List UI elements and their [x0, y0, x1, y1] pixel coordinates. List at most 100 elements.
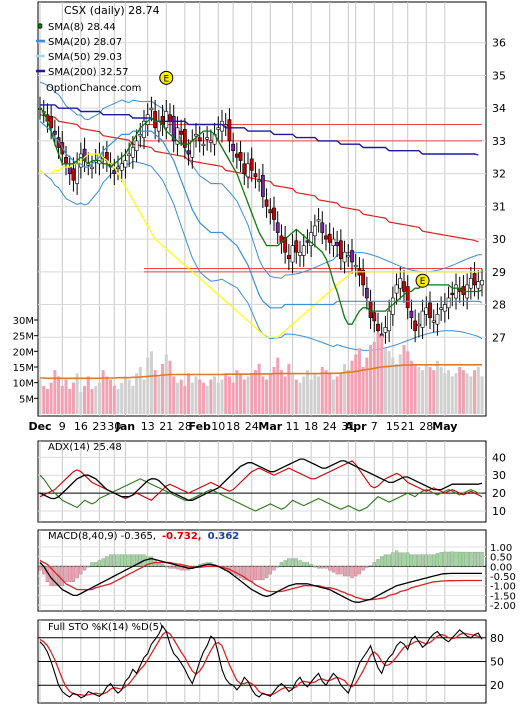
macd-histogram-bar [134, 554, 139, 567]
candle-body [480, 280, 484, 286]
candle-body [75, 163, 80, 184]
volume-bar [224, 373, 228, 414]
candle-body [71, 168, 76, 181]
candle-body [468, 278, 473, 289]
candle-body [283, 237, 288, 253]
macd-histogram-bar [480, 551, 484, 567]
volume-ytick-label: 5M [19, 394, 34, 405]
volume-bar [45, 388, 49, 414]
volume-bar [68, 388, 72, 414]
x-axis-label: 21 [401, 420, 415, 433]
candle-body [194, 134, 198, 137]
volume-bar [480, 376, 484, 414]
macd-histogram-bar [316, 566, 321, 569]
volume-bar [302, 376, 306, 414]
candle-body [361, 269, 366, 286]
candle-body [294, 240, 299, 253]
candle-body [272, 207, 276, 220]
candle-body [246, 163, 250, 178]
volume-bar [79, 392, 83, 414]
volume-bar [398, 354, 402, 414]
macd-histogram-bar [428, 554, 432, 567]
macd-histogram-bar [175, 566, 180, 570]
volume-bar [320, 367, 324, 414]
candle-body [398, 278, 403, 289]
volume-bar [231, 382, 235, 414]
volume-bar [242, 379, 246, 414]
volume-bar [239, 373, 243, 414]
macd-histogram-bar [94, 562, 98, 567]
macd-histogram-bar [276, 566, 280, 568]
volume-bar [324, 370, 328, 414]
volume-bar [105, 376, 109, 414]
macd-histogram-bar [424, 554, 428, 567]
volume-bar [469, 376, 473, 414]
candle-body [64, 156, 68, 165]
price-ytick-label: 34 [492, 102, 506, 115]
volume-bar [120, 382, 124, 414]
volume-bar [357, 348, 361, 414]
volume-bar [268, 373, 272, 414]
macd-histogram-bar [465, 551, 469, 567]
macd-histogram-bar [391, 552, 395, 567]
candle-body [260, 174, 265, 197]
candle-body [142, 120, 146, 138]
candle-body [227, 119, 232, 142]
candle-body [90, 166, 94, 169]
macd-histogram-bar [235, 566, 239, 577]
earnings-marker-label: E [163, 74, 169, 84]
legend-candle-icon [37, 23, 43, 29]
adx-ytick-label: 10 [492, 505, 506, 518]
volume-bar [465, 373, 469, 414]
macd-histogram-bar [376, 559, 380, 567]
macd-histogram-bar [272, 566, 276, 571]
x-axis-label: 28 [419, 420, 433, 433]
price-ytick-label: 28 [492, 299, 506, 312]
candle-body [171, 116, 176, 142]
macd-histogram-bar [268, 566, 272, 575]
volume-bar [109, 379, 113, 414]
macd-histogram-bar [406, 552, 410, 567]
volume-bar [417, 367, 421, 414]
volume-bar [476, 367, 480, 414]
volume-bar [131, 385, 135, 414]
legend-entry-label: SMA(20) 28.07 [48, 37, 122, 48]
x-axis-label: 31 [341, 420, 355, 433]
macd-histogram-bar [82, 566, 87, 571]
volume-bar [287, 363, 291, 414]
candle-body [405, 286, 410, 309]
macd-histogram-bar [38, 566, 42, 571]
macd-histogram-bar [328, 566, 332, 571]
volume-bar [42, 385, 46, 414]
x-axis-label: 21 [159, 420, 173, 433]
volume-bar [406, 351, 410, 414]
price-ytick-label: 33 [492, 135, 506, 148]
sma8-line [39, 107, 483, 325]
candle-body [123, 160, 128, 168]
candle-body [428, 302, 432, 318]
macd-histogram-bar [75, 566, 79, 579]
volume-bar [253, 370, 257, 414]
volume-bar [250, 373, 254, 414]
volume-bar [265, 379, 269, 414]
macd-histogram-bar [454, 551, 458, 567]
volume-bar [291, 373, 295, 414]
macd-histogram-bar [168, 566, 172, 569]
macd-histogram-bar [320, 566, 324, 569]
volume-bar [220, 379, 224, 414]
macd-histogram-bar [116, 554, 120, 567]
macd-histogram-bar [380, 556, 384, 567]
adx-line [39, 458, 483, 501]
macd-ytick-label: -1.50 [490, 591, 516, 602]
macd-histogram-bar [342, 566, 347, 577]
volume-bar [376, 332, 380, 414]
volume-bar [153, 370, 157, 414]
macd-ytick-label: -2.00 [490, 601, 516, 612]
x-axis-label: Mar [258, 420, 282, 433]
candle-body [305, 240, 310, 243]
candle-body [242, 163, 247, 174]
x-axis-label: 9 [59, 420, 66, 433]
volume-bar [209, 379, 213, 414]
macd-histogram-bar [71, 566, 76, 582]
volume-bar [450, 376, 454, 414]
